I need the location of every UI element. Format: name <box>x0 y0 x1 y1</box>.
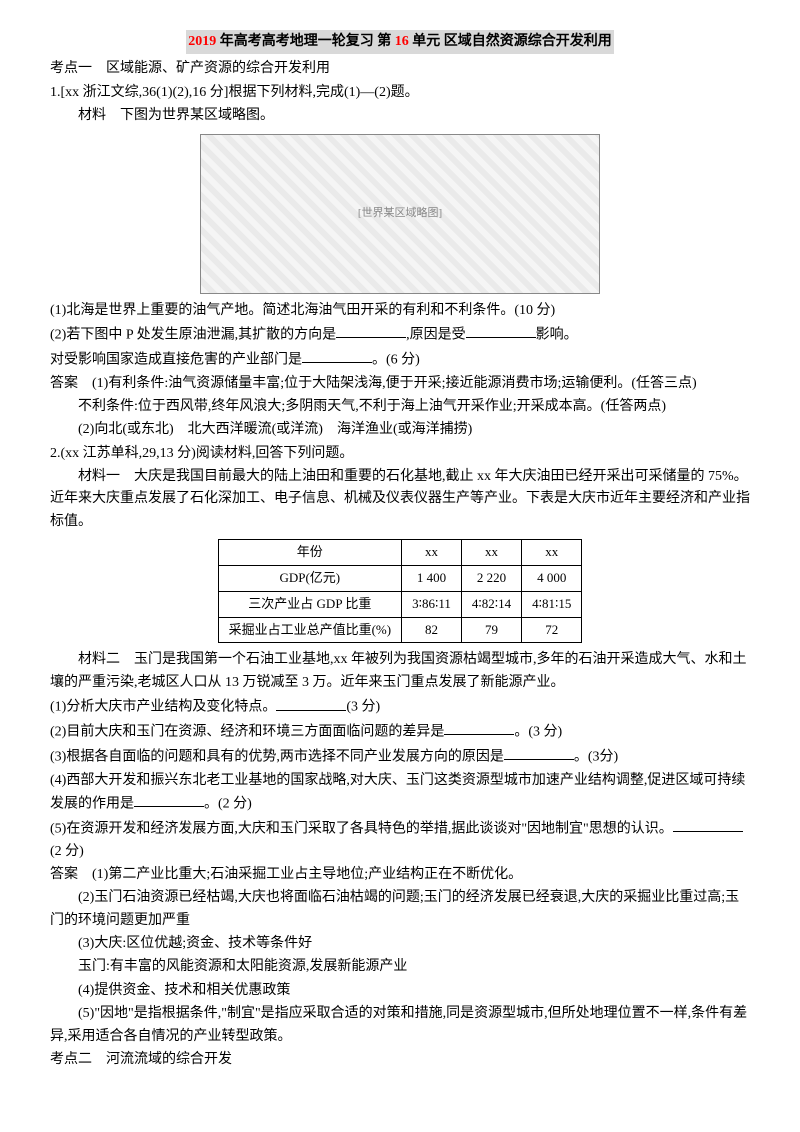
th-c3: xx <box>522 540 582 566</box>
a2-line3b: 玉门:有丰富的风能资源和太阳能资源,发展新能源产业 <box>50 956 750 978</box>
q1-material-label: 材料 下图为世界某区域略图。 <box>50 105 750 127</box>
title-suffix: 单元 区域自然资源综合开发利用 <box>409 34 612 49</box>
a2-line5: (5)"因地"是指根据条件,"制宜"是指应采取合适的对策和措施,同是资源型城市,… <box>50 1003 750 1048</box>
a2-line4: (4)提供资金、技术和相关优惠政策 <box>50 980 750 1002</box>
map-placeholder-label: [世界某区域略图] <box>358 205 442 223</box>
q2-material1: 材料一 大庆是我国目前最大的陆上油田和重要的石化基地,截止 xx 年大庆油田已经… <box>50 466 750 533</box>
cell-r2c2: 79 <box>461 617 521 643</box>
q2-stem: 2.(xx 江苏单科,29,13 分)阅读材料,回答下列问题。 <box>50 443 750 465</box>
cell-r1c0: 三次产业占 GDP 比重 <box>218 591 402 617</box>
q2-sub4: (4)西部大开发和振兴东北老工业基地的国家战略,对大庆、玉门这类资源型城市加速产… <box>50 770 750 816</box>
cell-r0c1: 1 400 <box>402 566 462 592</box>
doc-title: 2019 年高考高考地理一轮复习 第 16 单元 区域自然资源综合开发利用 <box>50 30 750 54</box>
table-header-row: 年份 xx xx xx <box>218 540 582 566</box>
q2-1a: (1)分析大庆市产业结构及变化特点。 <box>50 700 276 715</box>
kaodian-1-header: 考点一 区域能源、矿产资源的综合开发利用 <box>50 58 750 80</box>
daqing-table: 年份 xx xx xx GDP(亿元) 1 400 2 220 4 000 三次… <box>218 539 583 643</box>
q1-sub2-line1: (2)若下图中 P 处发生原油泄漏,其扩散的方向是 ,原因是受 影响。 <box>50 323 750 347</box>
a2-line2: (2)玉门石油资源已经枯竭,大庆也将面临石油枯竭的问题;玉门的经济发展已经衰退,… <box>50 887 750 932</box>
q1-sub1: (1)北海是世界上重要的油气产地。简述北海油气田开采的有利和不利条件。(10 分… <box>50 300 750 322</box>
th-c1: xx <box>402 540 462 566</box>
blank-q2-3 <box>504 745 574 760</box>
a1-line3: (2)向北(或东北) 北大西洋暖流(或洋流) 海洋渔业(或海洋捕捞) <box>50 419 750 441</box>
th-year: 年份 <box>218 540 402 566</box>
table-row: GDP(亿元) 1 400 2 220 4 000 <box>218 566 582 592</box>
q1-sub2-line2: 对受影响国家造成直接危害的产业部门是 。(6 分) <box>50 348 750 372</box>
blank-q2-4 <box>134 792 204 807</box>
cell-r1c3: 4∶81∶15 <box>522 591 582 617</box>
q1-2b: ,原因是受 <box>406 327 466 342</box>
q1-2c: 影响。 <box>536 327 578 342</box>
q2-3a: (3)根据各自面临的问题和具有的优势,两市选择不同产业发展方向的原因是 <box>50 749 504 764</box>
blank-cause <box>466 323 536 338</box>
cell-r0c0: GDP(亿元) <box>218 566 402 592</box>
q2-sub3: (3)根据各自面临的问题和具有的优势,两市选择不同产业发展方向的原因是 。(3分) <box>50 745 750 769</box>
kaodian-2-header: 考点二 河流流域的综合开发 <box>50 1049 750 1071</box>
table-row: 采掘业占工业总产值比重(%) 82 79 72 <box>218 617 582 643</box>
blank-q2-1 <box>276 695 346 710</box>
a2-line3a: (3)大庆:区位优越;资金、技术等条件好 <box>50 933 750 955</box>
blank-q2-2 <box>444 720 514 735</box>
blank-industry <box>302 348 372 363</box>
q2-2a: (2)目前大庆和玉门在资源、经济和环境三方面面临问题的差异是 <box>50 724 444 739</box>
a1-line2: 不利条件:位于西风带,终年风浪大;多阴雨天气,不利于海上油气开采作业;开采成本高… <box>50 396 750 418</box>
cell-r2c3: 72 <box>522 617 582 643</box>
title-mid: 年高考高考地理一轮复习 第 <box>216 34 395 49</box>
q2-material2: 材料二 玉门是我国第一个石油工业基地,xx 年被列为我国资源枯竭型城市,多年的石… <box>50 649 750 694</box>
q2-2b: 。(3 分) <box>514 724 562 739</box>
cell-r2c0: 采掘业占工业总产值比重(%) <box>218 617 402 643</box>
q2-1b: (3 分) <box>346 700 380 715</box>
cell-r2c1: 82 <box>402 617 462 643</box>
q1-2e: 。(6 分) <box>372 352 420 367</box>
title-num: 16 <box>395 34 409 49</box>
cell-r0c3: 4 000 <box>522 566 582 592</box>
q2-4b: 。(2 分) <box>204 796 252 811</box>
q1-2d: 对受影响国家造成直接危害的产业部门是 <box>50 352 302 367</box>
title-year: 2019 <box>188 34 216 49</box>
a1-line1: 答案 (1)有利条件:油气资源储量丰富;位于大陆架浅海,便于开采;接近能源消费市… <box>50 373 750 395</box>
cell-r1c1: 3∶86∶11 <box>402 591 462 617</box>
q2-sub2: (2)目前大庆和玉门在资源、经济和环境三方面面临问题的差异是 。(3 分) <box>50 720 750 744</box>
blank-q2-5 <box>673 817 743 832</box>
table-row: 三次产业占 GDP 比重 3∶86∶11 4∶82∶14 4∶81∶15 <box>218 591 582 617</box>
q2-sub1: (1)分析大庆市产业结构及变化特点。 (3 分) <box>50 695 750 719</box>
q2-5b: (2 分) <box>50 844 84 859</box>
map-figure: [世界某区域略图] <box>200 134 600 294</box>
q1-stem: 1.[xx 浙江文综,36(1)(2),16 分]根据下列材料,完成(1)—(2… <box>50 82 750 104</box>
a2-line1: 答案 (1)第二产业比重大;石油采掘工业占主导地位;产业结构正在不断优化。 <box>50 864 750 886</box>
q1-2a: (2)若下图中 P 处发生原油泄漏,其扩散的方向是 <box>50 327 336 342</box>
cell-r1c2: 4∶82∶14 <box>461 591 521 617</box>
th-c2: xx <box>461 540 521 566</box>
blank-direction <box>336 323 406 338</box>
q2-3b: 。(3分) <box>574 749 618 764</box>
q2-5a: (5)在资源开发和经济发展方面,大庆和玉门采取了各具特色的举措,据此谈谈对"因地… <box>50 821 673 836</box>
cell-r0c2: 2 220 <box>461 566 521 592</box>
q2-sub5: (5)在资源开发和经济发展方面,大庆和玉门采取了各具特色的举措,据此谈谈对"因地… <box>50 817 750 863</box>
